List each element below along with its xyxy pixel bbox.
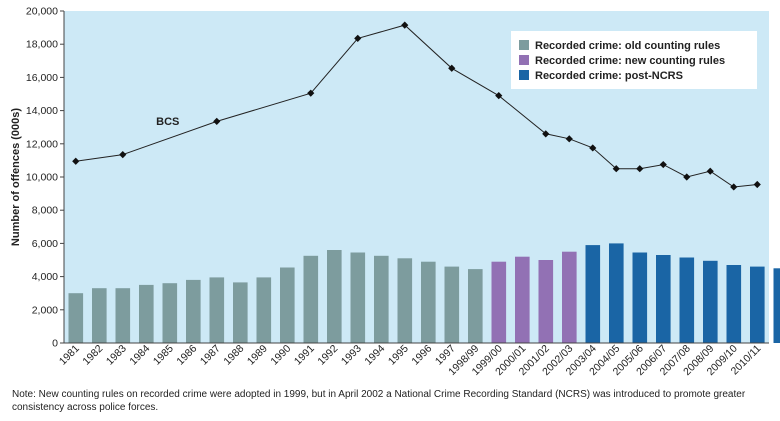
bar [303, 255, 319, 343]
bar [256, 277, 272, 343]
bcs-point [542, 130, 550, 138]
bcs-point [495, 92, 503, 100]
bar [585, 245, 601, 343]
legend-label: Recorded crime: old counting rules [535, 40, 720, 52]
y-axis: 0 2,000 4,000 6,000 8,000 10,000 12,000 14,000 1… [26, 6, 65, 350]
bcs-point [683, 173, 691, 181]
bcs-point [636, 165, 644, 173]
bar [444, 266, 460, 343]
y-tick-label: 10,000 [26, 172, 58, 184]
x-tick-label: 1981 [57, 343, 82, 368]
bcs-point [730, 183, 738, 191]
y-tick-label: 8,000 [32, 205, 58, 217]
bar [68, 293, 84, 343]
y-tick-label: 4,000 [32, 271, 58, 283]
bar [609, 243, 624, 343]
legend-swatch [519, 55, 529, 65]
y-tick-label: 12,000 [26, 138, 58, 150]
bcs-point [401, 21, 409, 29]
legend-box [511, 31, 757, 89]
bcs-point [565, 135, 573, 143]
bcs-point [72, 157, 80, 165]
bar [562, 251, 577, 343]
y-tick-label: 14,000 [26, 105, 58, 117]
legend-swatch [519, 70, 529, 80]
y-tick-label: 6,000 [32, 238, 58, 250]
x-tick-label: 1983 [104, 343, 129, 368]
bcs-series-label: BCS [156, 116, 179, 128]
y-tick-label: 18,000 [26, 39, 58, 51]
bar [374, 255, 389, 343]
bar [773, 268, 780, 343]
x-tick-label: 1989 [245, 343, 270, 368]
bar [139, 284, 154, 343]
y-tick-label: 20,000 [26, 6, 58, 18]
y-tick-label: 16,000 [26, 72, 58, 84]
bcs-line-series: BCS [72, 21, 761, 191]
bcs-point [119, 150, 127, 159]
bcs-line [75, 24, 758, 188]
x-tick-label: 1993 [339, 343, 364, 368]
legend-swatch [519, 40, 529, 50]
bar [162, 283, 178, 343]
bar [703, 260, 718, 343]
x-tick-label: 1984 [127, 343, 152, 368]
bar [233, 282, 248, 343]
x-tick-label: 1982 [80, 343, 105, 368]
bcs-point [307, 89, 315, 97]
bar [468, 269, 483, 343]
bcs-point [448, 64, 456, 72]
y-axis-title: Number of offences (000s) [10, 108, 22, 246]
legend-label: Recorded crime: post-NCRS [535, 70, 683, 82]
legend-label: Recorded crime: new counting rules [535, 55, 725, 67]
bar [186, 279, 201, 343]
x-tick-label: 1991 [292, 343, 317, 368]
x-axis: 1981198219831984198519861987198819891990… [57, 343, 764, 378]
bcs-point [354, 34, 362, 42]
bar [350, 252, 366, 343]
x-tick-label: 1994 [362, 343, 387, 368]
bar [679, 257, 695, 343]
bar [280, 267, 295, 343]
x-tick-label: 1985 [151, 343, 176, 368]
bcs-point [589, 144, 597, 152]
x-tick-label: 1995 [386, 343, 411, 368]
x-tick-label: 1996 [409, 343, 434, 368]
bar [656, 255, 671, 343]
chart-note: Note: New counting rules on recorded cri… [12, 389, 746, 413]
bar [491, 261, 507, 343]
bar [750, 266, 765, 343]
x-tick-label: 1987 [198, 343, 223, 368]
bar [421, 261, 436, 343]
x-tick-label: 1986 [174, 343, 199, 368]
bcs-point [706, 167, 714, 175]
bcs-point [612, 165, 620, 173]
bcs-point [659, 160, 667, 169]
bar [115, 288, 131, 343]
bar [327, 250, 342, 343]
x-tick-label: 1990 [268, 343, 293, 368]
x-tick-label: 1988 [221, 343, 246, 368]
bar [397, 258, 413, 343]
bar [92, 288, 107, 343]
bar [209, 277, 225, 343]
bar [538, 260, 554, 343]
legend: Recorded crime: old counting rules Record… [511, 31, 757, 89]
y-tick-label: 0 [52, 338, 58, 350]
bar [632, 252, 648, 343]
bcs-point [753, 180, 761, 189]
y-tick-label: 2,000 [32, 304, 58, 316]
bar [515, 256, 530, 343]
bar [726, 265, 742, 343]
bcs-point [213, 117, 221, 125]
x-tick-label: 1992 [315, 343, 340, 368]
bar-series [68, 243, 780, 343]
